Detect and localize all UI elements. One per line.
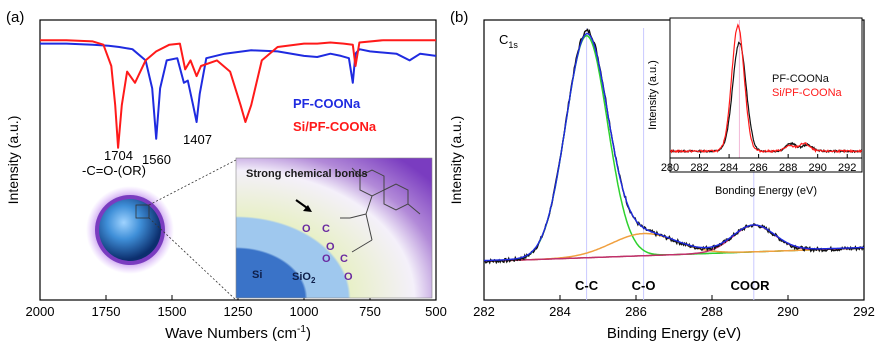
o-atom-label-1: O (302, 223, 311, 235)
annotation-1407: 1407 (183, 132, 212, 147)
peak-label: C-C (575, 278, 599, 293)
panel-b-peak-labels: C-C C-O COOR (575, 278, 770, 293)
panel-b-y-axis-label: Intensity (a.u.) (448, 116, 464, 205)
x-tick-label: 286 (625, 304, 647, 319)
inset-series (670, 20, 862, 158)
si-layer-label: Si (252, 269, 262, 281)
x-tick-label: 282 (473, 304, 495, 319)
panel-b-title: C1s (499, 32, 518, 50)
c-atom-label-1: C (322, 223, 330, 235)
panel-a-series (40, 39, 436, 149)
c-atom-label-2: C (340, 253, 348, 265)
inset-legend-si-pf-coona: Si/PF-COONa (772, 87, 843, 99)
series-line-pf-coona (40, 42, 436, 140)
polymer-structure (340, 167, 421, 253)
panel-b-x-axis-label: Binding Energy (eV) (607, 325, 741, 342)
strong-bonds-label: Strong chemical bonds (246, 168, 368, 180)
schematic-illustration: Strong chemical bonds O C O O C O Si SiO… (86, 157, 433, 301)
interface-zoom-panel (235, 157, 433, 299)
x-tick-label: 1500 (158, 304, 187, 319)
inset-x-tick-label: 284 (720, 162, 738, 174)
o-atom-label-3: O (322, 253, 331, 265)
x-tick-label: 1250 (224, 304, 253, 319)
panel-b-x-ticks: 282 284 286 288 290 292 (473, 295, 875, 319)
annotation-c-o-or: -C=O-(OR) (82, 163, 146, 178)
sio2-layer-label: SiO2 (292, 271, 316, 285)
inset-series-si-pf-coona (670, 23, 862, 154)
inset-x-tick-label: 288 (779, 162, 797, 174)
annotation-1560: 1560 (142, 152, 171, 167)
inset-x-tick-label: 286 (749, 162, 767, 174)
panel-a-y-axis-label: Intensity (a.u.) (5, 116, 21, 205)
inset-frame (669, 17, 863, 173)
x-tick-label: 290 (777, 304, 799, 319)
inset-legend-pf-coona: PF-COONa (772, 73, 830, 85)
panel-a-label: (a) (6, 9, 24, 26)
panel-a-x-axis-label: Wave Numbers (cm-1) (165, 324, 311, 342)
inset-x-tick-label: 290 (809, 162, 827, 174)
inset-y-axis-label: Intensity (a.u.) (647, 60, 659, 130)
bond-arrowhead (303, 205, 312, 212)
legend-a-si-pf-coona: Si/PF-COONa (293, 119, 377, 134)
fit-envelope (484, 33, 864, 262)
panel-a-x-ticks: 2000 1750 1500 1250 1000 750 500 (26, 295, 447, 319)
legend-a-pf-coona: PF-COONa (293, 96, 361, 111)
x-tick-label: 1750 (92, 304, 121, 319)
zoom-line-top (148, 159, 237, 206)
peak-label: COOR (731, 278, 771, 293)
x-tick-label: 500 (425, 304, 447, 319)
annotation-1704: 1704 (104, 148, 133, 163)
silicon-particle (99, 199, 161, 261)
component-coor-component (484, 224, 864, 263)
x-tick-label: 284 (549, 304, 571, 319)
x-tick-label: 2000 (26, 304, 55, 319)
o-atom-label-2: O (326, 241, 335, 253)
inset-x-tick-label: 280 (661, 162, 679, 174)
zoom-box (135, 204, 150, 219)
o-atom-label-4: O (344, 271, 353, 283)
peak-label: C-O (632, 278, 656, 293)
inset-x-tick-label: 282 (690, 162, 708, 174)
inset-x-axis-label: Bonding Energy (eV) (715, 185, 817, 197)
x-tick-label: 1000 (290, 304, 319, 319)
series-line-si-pf-coona (40, 39, 436, 149)
inset-x-tick-label: 292 (838, 162, 856, 174)
x-tick-label: 288 (701, 304, 723, 319)
x-tick-label: 750 (359, 304, 381, 319)
panel-b-label: (b) (450, 9, 468, 26)
inset-x-ticks: 280 282 284 286 288 290 292 (661, 154, 862, 174)
x-tick-label: 292 (853, 304, 875, 319)
